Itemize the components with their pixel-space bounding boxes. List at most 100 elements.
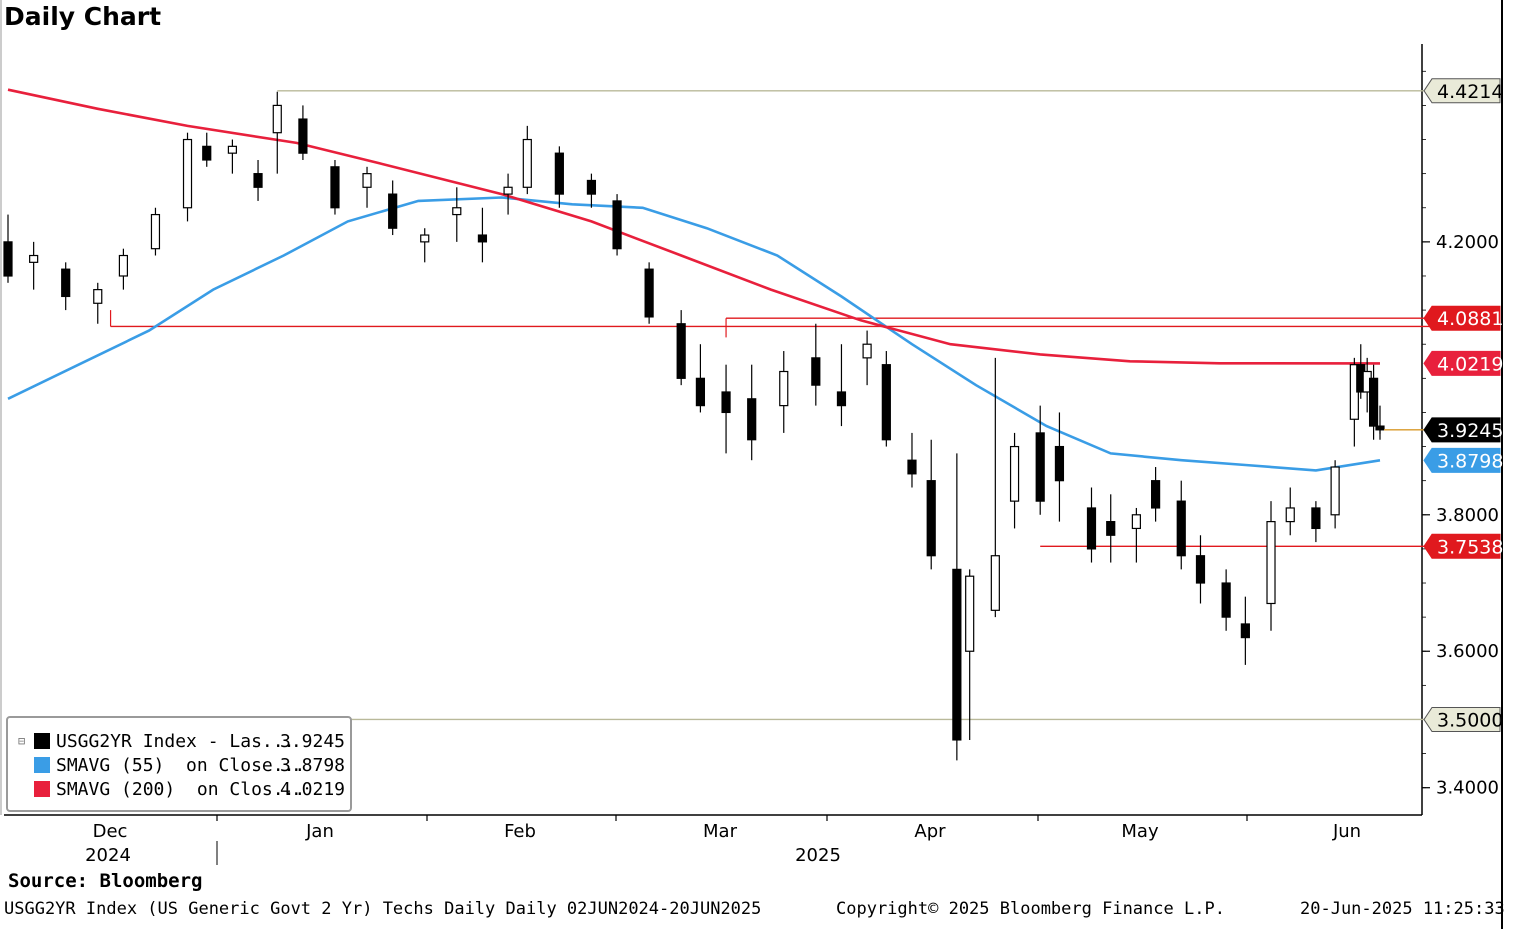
candle-body (1285, 507, 1295, 523)
candle-body (779, 370, 789, 407)
candle-body (93, 289, 103, 304)
value-tag (1423, 350, 1501, 376)
candle-body (452, 207, 462, 216)
candle-body (1086, 507, 1097, 550)
legend-label-sma200: SMAVG (200) on Clos... (56, 778, 306, 800)
footer-timestamp: 20-Jun-2025 11:25:33 (1300, 899, 1505, 919)
legend-swatch-sma200 (34, 781, 50, 797)
value-tag (1423, 78, 1501, 104)
candle-body (1195, 555, 1206, 584)
candle-body (61, 268, 71, 298)
legend-swatch-sma55 (34, 757, 50, 773)
footer-copyright: Copyright© 2025 Bloomberg Finance L.P. (836, 899, 1225, 919)
value-tag (1423, 706, 1501, 732)
candle-body (1368, 377, 1379, 427)
candle-body (1035, 432, 1045, 502)
value-tag-label: 3.9245 (1437, 420, 1503, 442)
legend-value-sma55: 3.8798 (280, 755, 346, 776)
x-tick-label: May (1121, 821, 1159, 842)
value-tag (1423, 305, 1501, 331)
candle-body (586, 179, 597, 195)
candle-body (644, 268, 654, 318)
candle-body (1151, 480, 1161, 509)
candle-body (1176, 500, 1186, 557)
candle-body (695, 377, 706, 407)
candle-body (907, 459, 917, 475)
series-line-smavg-200- (7, 88, 1381, 365)
candle-body (202, 145, 212, 161)
x-year-label: 2025 (795, 845, 841, 866)
candle-body (1311, 507, 1321, 530)
x-tick-label: Feb (504, 821, 536, 842)
candle-body (182, 138, 193, 209)
y-tick-label: 3.4000 (1436, 778, 1499, 799)
candle-body (1240, 623, 1250, 639)
candle-body (1131, 514, 1141, 530)
candle-body (1330, 466, 1340, 516)
collapse-icon[interactable]: ⊟ (18, 734, 26, 748)
x-year-label: 2024 (85, 845, 131, 866)
candle-body (330, 166, 340, 209)
candle-body (298, 118, 308, 154)
x-tick-label: Jan (305, 821, 334, 842)
candle-body (477, 234, 488, 243)
candle-body (522, 138, 532, 188)
value-tag (1423, 533, 1501, 559)
value-tag-label: 3.5000 (1437, 709, 1503, 731)
x-tick-label: Mar (703, 821, 738, 842)
chart-title: Daily Chart (4, 2, 162, 31)
legend-box: ⊟ USGG2YR Index - Las... 3.9245 SMAVG (5… (6, 716, 352, 812)
candle-body (150, 213, 161, 250)
legend-item-sma55: SMAVG (55) on Close... (34, 754, 305, 776)
candle-body (926, 480, 936, 557)
candle-body (836, 391, 847, 407)
candle-body (990, 555, 1000, 611)
candle-body (503, 186, 513, 195)
value-tag-label: 3.7538 (1437, 536, 1503, 558)
candle-body (272, 104, 282, 134)
candle-body (862, 343, 872, 359)
candle-body (1266, 521, 1276, 605)
candle-body (29, 254, 39, 263)
footer-description: USGG2YR Index (US Generic Govt 2 Yr) Tec… (4, 899, 762, 919)
series-line-smavg-55- (7, 196, 1381, 472)
candle-body (612, 200, 622, 250)
source-label: Source: Bloomberg (8, 870, 203, 892)
candle-body (227, 145, 237, 154)
candle-body (1221, 582, 1231, 618)
candle-body (3, 241, 13, 277)
value-tag-label: 3.8798 (1437, 450, 1503, 472)
candle-body (253, 173, 263, 188)
legend-swatch-price (34, 733, 50, 749)
candle-body (965, 575, 975, 652)
value-tag-label: 4.4214 (1437, 81, 1503, 103)
candle-body (881, 364, 891, 441)
y-tick-label: 4.2000 (1436, 232, 1499, 253)
candle-body (1009, 445, 1020, 502)
value-tag-label: 4.0219 (1437, 353, 1503, 375)
legend-item-price: USGG2YR Index - Las... (34, 730, 294, 752)
x-tick-label: Apr (914, 821, 946, 842)
legend-label-sma55: SMAVG (55) on Close... (56, 754, 306, 776)
legend-value-sma200: 4.0219 (280, 779, 346, 800)
candle-body (747, 398, 757, 441)
value-tag-label: 4.0881 (1437, 308, 1503, 330)
value-tag (1423, 417, 1501, 443)
candle-body (420, 234, 430, 243)
candle-body (118, 254, 129, 277)
candle-body (952, 568, 962, 741)
y-tick-label: 3.6000 (1436, 641, 1499, 662)
value-tag (1423, 447, 1501, 473)
candle-body (554, 152, 564, 195)
x-tick-label: Jun (1332, 821, 1361, 842)
legend-label-price: USGG2YR Index - Las... (56, 730, 295, 752)
candle-body (1054, 445, 1065, 482)
candle-body (1106, 521, 1116, 536)
legend-value-price: 3.9245 (280, 731, 346, 752)
y-tick-label: 3.8000 (1436, 505, 1499, 526)
x-tick-label: Dec (93, 821, 128, 842)
candle-body (362, 173, 372, 188)
legend-item-sma200: SMAVG (200) on Clos... (34, 778, 305, 800)
